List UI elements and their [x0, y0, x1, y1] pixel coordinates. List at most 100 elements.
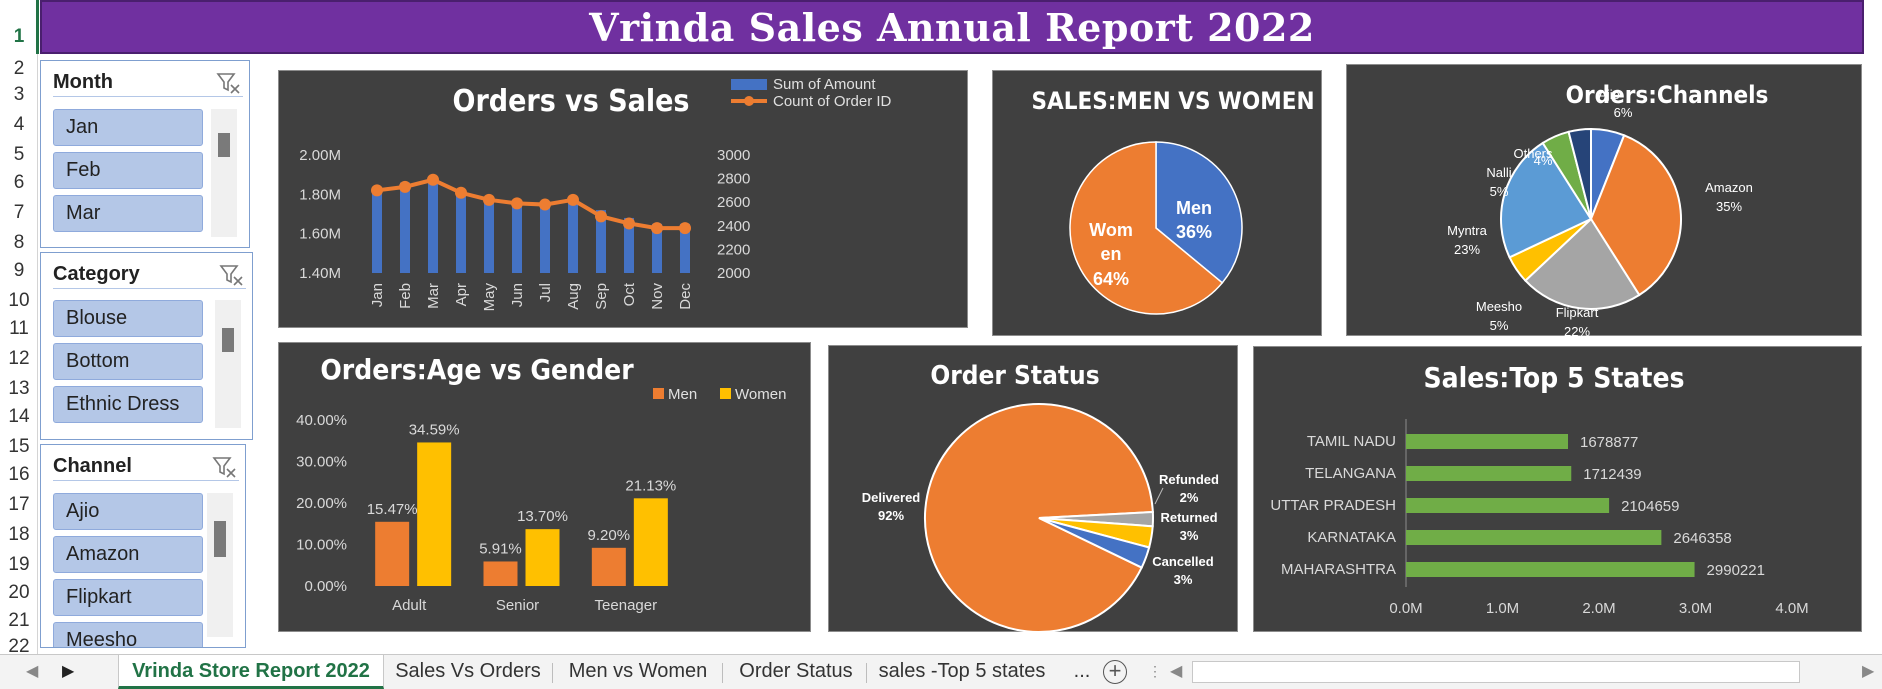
row-number[interactable]: 6: [13, 172, 25, 193]
chart-orders-channels[interactable]: Orders:Channels Ajio 6% Amazon 35% Flipkart 22…: [1346, 64, 1862, 337]
scroll-tabs-right-icon[interactable]: ▶: [62, 663, 75, 680]
tab-sales-top-5-states[interactable]: sales -Top 5 states: [878, 660, 1046, 682]
row-number[interactable]: 22: [8, 636, 30, 657]
bar-state-sales: [1406, 530, 1662, 545]
chart-age-vs-gender[interactable]: Orders:Age vs Gender Men Women 0.00% 10.00% 2…: [278, 342, 811, 632]
row-number[interactable]: 12: [8, 348, 30, 369]
tab-men-vs-women[interactable]: Men vs Women: [568, 660, 708, 682]
slicer-category[interactable]: Category Blouse Bottom Ethnic Dress: [40, 252, 253, 440]
slicer-scroll-thumb[interactable]: [214, 521, 226, 557]
row-number[interactable]: 1: [13, 26, 25, 47]
chart-orders-vs-sales[interactable]: Orders vs Sales Sum of Amount Count of Ord…: [278, 70, 968, 328]
clear-filter-icon[interactable]: [218, 263, 244, 287]
row-number[interactable]: 15: [8, 436, 30, 457]
tab-split-handle-icon[interactable]: ⋮: [1148, 663, 1162, 679]
scroll-left-icon[interactable]: ◀: [1170, 663, 1183, 680]
slicer-item-bottom[interactable]: Bottom: [53, 343, 203, 380]
slicer-scrollbar[interactable]: [215, 300, 241, 428]
row-number[interactable]: 16: [8, 464, 30, 485]
slicer-scroll-thumb[interactable]: [222, 328, 234, 352]
slice-value: 6%: [1614, 105, 1633, 120]
row-number[interactable]: 17: [8, 494, 30, 515]
line-point: [371, 184, 383, 197]
slice-value: 3%: [1180, 528, 1199, 543]
slicer-scroll-thumb[interactable]: [218, 133, 230, 157]
x-tick-label: Nov: [649, 283, 666, 310]
row-number[interactable]: 5: [13, 144, 25, 165]
slice-label: en: [1100, 244, 1121, 264]
line-point: [455, 186, 467, 199]
slicer-item-blouse[interactable]: Blouse: [53, 300, 203, 337]
slicer-item-ethnic-dress[interactable]: Ethnic Dress: [53, 386, 203, 423]
tab-vrinda-store-report-2022[interactable]: Vrinda Store Report 2022: [118, 655, 384, 689]
x-tick-label: May: [481, 283, 498, 312]
slice-label: Men: [1176, 198, 1212, 218]
chart-men-vs-women[interactable]: SALES:MEN VS WOMEN Men 36% Wom en 64%: [992, 70, 1322, 336]
x-tick-label: Feb: [397, 283, 414, 309]
slicer-scrollbar[interactable]: [211, 109, 237, 237]
horizontal-scrollbar[interactable]: [1192, 661, 1800, 683]
data-label: 15.47%: [367, 501, 418, 518]
slicer-item-flipkart[interactable]: Flipkart: [53, 579, 203, 616]
add-sheet-icon[interactable]: +: [1103, 660, 1127, 684]
row-number[interactable]: 8: [13, 232, 25, 253]
slice-label: Ajio: [1598, 87, 1620, 102]
bar-sum-of-amount: [372, 188, 382, 273]
row-number[interactable]: 19: [8, 554, 30, 575]
x-tick-label: 4.0M: [1775, 600, 1808, 617]
bar-men: [375, 521, 410, 586]
x-tick-label: Jul: [537, 283, 554, 302]
slice-label: Refunded: [1159, 472, 1219, 487]
legend-label: Count of Order ID: [773, 93, 892, 110]
row-number[interactable]: 2: [13, 58, 25, 79]
slicer-item-amazon[interactable]: Amazon: [53, 536, 203, 573]
slicer-item-jan[interactable]: Jan: [53, 109, 203, 146]
chart-order-status[interactable]: Order Status Delivered 92% Refunded 2% Return…: [828, 345, 1238, 633]
tab-overflow[interactable]: ...: [1073, 660, 1091, 682]
clear-filter-icon[interactable]: [215, 71, 241, 95]
row-number[interactable]: 11: [9, 318, 29, 339]
scroll-right-icon[interactable]: ▶: [1862, 663, 1875, 680]
slicer-title: Category: [53, 263, 140, 285]
report-title-banner[interactable]: Vrinda Sales Annual Report 2022: [40, 0, 1864, 54]
slicer-item-meesho[interactable]: Meesho: [53, 622, 203, 647]
data-label: 13.70%: [517, 508, 568, 525]
data-label: 1712439: [1583, 466, 1641, 483]
x-tick-label: Apr: [453, 283, 470, 306]
slicer-item-feb[interactable]: Feb: [53, 152, 203, 189]
tab-order-status[interactable]: Order Status: [739, 660, 853, 682]
clear-filter-icon[interactable]: [211, 455, 237, 479]
slice-value: 22%: [1564, 324, 1590, 337]
slice-value: 36%: [1176, 222, 1212, 242]
bar-sum-of-amount: [400, 182, 410, 273]
row-number[interactable]: 20: [8, 582, 30, 603]
slicer-channel[interactable]: Channel Ajio Amazon Flipkart Meesho: [40, 444, 246, 648]
scroll-tabs-left-icon[interactable]: ◀: [26, 663, 39, 680]
row-number[interactable]: 18: [8, 524, 30, 545]
tab-sales-vs-orders[interactable]: Sales Vs Orders: [395, 660, 541, 682]
tab-separator: [866, 663, 867, 683]
slice-label: Delivered: [862, 490, 921, 505]
slicer-item-mar[interactable]: Mar: [53, 195, 203, 232]
bar-sum-of-amount: [596, 210, 606, 273]
pie-slice: [1500, 141, 1593, 259]
slicer-item-ajio[interactable]: Ajio: [53, 493, 203, 530]
bar-women: [633, 498, 668, 586]
row-number[interactable]: 13: [8, 378, 30, 399]
row-number[interactable]: 9: [13, 260, 25, 281]
bar-sum-of-amount: [680, 223, 690, 273]
slicer-month[interactable]: Month Jan Feb Mar: [40, 60, 250, 248]
row-number[interactable]: 14: [8, 406, 30, 427]
line-point: [651, 222, 663, 235]
row-number[interactable]: 3: [13, 84, 25, 105]
pie-slice: [1589, 134, 1682, 297]
row-number[interactable]: 7: [13, 202, 25, 223]
y-tick: 40.00%: [296, 412, 347, 429]
y-tick-right: 2600: [717, 194, 750, 211]
slicer-scrollbar[interactable]: [207, 493, 233, 637]
row-number[interactable]: 4: [13, 114, 25, 135]
row-number[interactable]: 21: [8, 610, 30, 631]
chart-top-5-states[interactable]: Sales:Top 5 States TAMIL NADU 1678877 TELAN…: [1253, 346, 1862, 632]
row-number[interactable]: 10: [8, 290, 30, 311]
